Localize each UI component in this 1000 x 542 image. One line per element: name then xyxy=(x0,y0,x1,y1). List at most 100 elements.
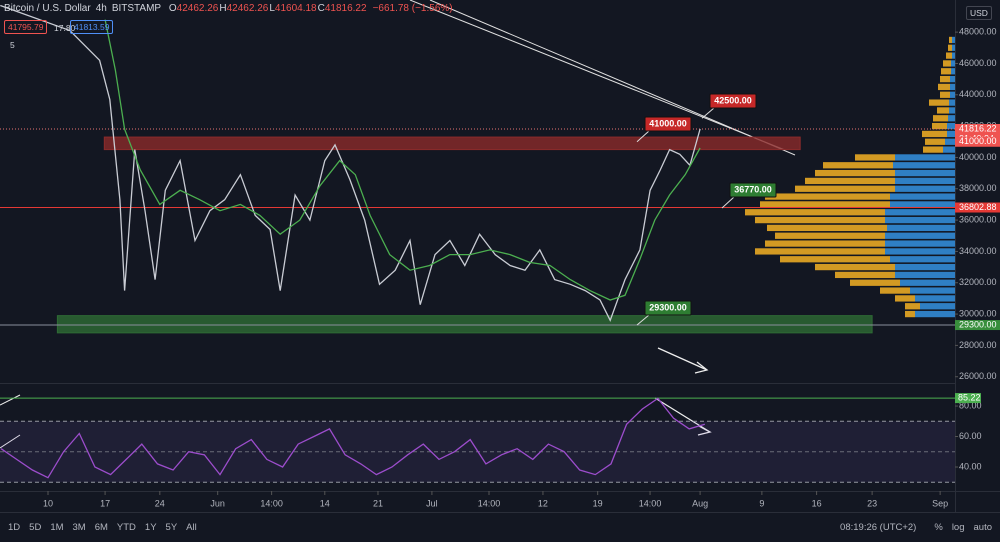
price-tag-label: 29300.00 xyxy=(959,319,997,329)
profile-down xyxy=(755,248,885,255)
profile-down xyxy=(925,138,945,145)
range-button[interactable]: All xyxy=(186,522,197,533)
profile-down xyxy=(775,232,885,239)
range-button[interactable]: 3M xyxy=(72,522,86,533)
x-tick-label: 23 xyxy=(867,498,877,508)
profile-down xyxy=(765,240,885,247)
profile-up xyxy=(945,138,955,145)
profile-up xyxy=(900,279,955,286)
profile-up xyxy=(895,271,955,279)
spread: 17.80 xyxy=(54,23,76,33)
profile-down xyxy=(948,44,952,51)
y-tick-label: 44000.00 xyxy=(959,89,997,99)
x-tick-label: 24 xyxy=(155,498,165,508)
profile-down xyxy=(940,75,950,83)
callout-box xyxy=(644,116,692,132)
profile-down xyxy=(923,146,943,153)
range-button[interactable]: 6M xyxy=(94,522,108,533)
profile-down xyxy=(760,201,890,208)
range-button[interactable]: 1Y xyxy=(144,522,157,533)
y-tick-label: 32000.00 xyxy=(959,277,997,287)
scale-option[interactable]: % xyxy=(934,522,943,533)
range-button[interactable]: 1D xyxy=(8,522,21,533)
profile-up xyxy=(910,287,955,294)
profile-up xyxy=(952,44,955,51)
symbol: Bitcoin / U.S. Dollar xyxy=(4,3,91,14)
series-line xyxy=(0,4,701,322)
x-tick-label: Aug xyxy=(692,498,708,508)
profile-down xyxy=(946,52,952,59)
profile-down xyxy=(895,295,915,302)
price-tag xyxy=(955,320,1000,331)
profile-down xyxy=(765,193,890,200)
clock: 08:19:26 (UTC+2) xyxy=(840,522,917,533)
range-bar: 1D 5D 1M 3M 6M YTD 1Y 5Y All xyxy=(8,522,206,533)
ohlc-key: O xyxy=(168,3,177,14)
y-tick-label: 80.00 xyxy=(959,400,982,410)
ohlc-value: 41604.18 xyxy=(274,3,317,14)
ohlc-value: 41816.22 xyxy=(324,3,367,14)
range-button[interactable]: YTD xyxy=(116,522,136,533)
series-line xyxy=(0,397,705,479)
y-tick-label: 46000.00 xyxy=(959,58,997,68)
y-tick-label: 28000.00 xyxy=(959,340,997,350)
callout-pointer xyxy=(701,107,715,119)
y-tick-label: 48000.00 xyxy=(959,26,997,36)
ohlc-key: H xyxy=(219,3,227,14)
ohlc-key: L xyxy=(269,3,275,14)
range-button[interactable]: 5Y xyxy=(165,522,178,533)
profile-up xyxy=(948,115,955,122)
x-tick-label: 14 xyxy=(320,498,330,508)
profile-up xyxy=(895,263,955,271)
callout-pointer xyxy=(721,196,735,209)
scale-options: % log auto xyxy=(925,522,992,533)
profile-up xyxy=(950,75,955,83)
profile-down xyxy=(850,279,900,286)
ohlc-value: 42462.26 xyxy=(176,3,219,14)
callout-label: 42500.00 xyxy=(714,95,752,105)
zone xyxy=(56,315,873,334)
profile-up xyxy=(915,310,955,318)
range-button[interactable]: 5D xyxy=(29,522,42,533)
profile-up xyxy=(952,36,955,44)
y-tick-label: 36000.00 xyxy=(959,214,997,224)
arrow xyxy=(657,347,709,374)
callout-box xyxy=(729,182,777,198)
x-tick-label: Jun xyxy=(210,498,225,508)
profile-up xyxy=(890,201,955,208)
bid[interactable]: 41795.79 xyxy=(4,20,48,34)
profile-up xyxy=(895,177,955,185)
zone xyxy=(103,136,801,151)
profile-up xyxy=(951,60,955,67)
profile-up xyxy=(890,256,955,263)
price-tag-label: 41816.22 xyxy=(959,123,997,133)
indicator-count[interactable]: 5 xyxy=(10,40,15,50)
range-button[interactable]: 1M xyxy=(50,522,64,533)
scale-option[interactable]: log xyxy=(951,522,965,533)
x-tick-label: 19 xyxy=(593,498,603,508)
rsi-tag xyxy=(955,393,981,404)
profile-up xyxy=(885,248,955,255)
profile-up xyxy=(887,224,955,232)
profile-up xyxy=(949,107,955,114)
profile-down xyxy=(755,216,885,224)
x-tick-label: 16 xyxy=(812,498,822,508)
x-tick-label: 14:00 xyxy=(639,498,662,508)
profile-up xyxy=(885,232,955,239)
rsi-tag-label: 85.22 xyxy=(958,392,981,402)
scale-option[interactable]: auto xyxy=(973,522,993,533)
profile-down xyxy=(780,256,890,263)
profile-up xyxy=(895,185,955,192)
profile-down xyxy=(805,177,895,185)
series-line xyxy=(104,19,701,301)
profile-down xyxy=(767,224,887,232)
ask[interactable]: 41813.59 xyxy=(70,20,114,34)
arrow xyxy=(654,397,712,436)
profile-up xyxy=(947,130,955,138)
y-tick-label: 60.00 xyxy=(959,431,982,441)
ohlc: O42462.26H42462.26L41604.18C41816.22 xyxy=(169,3,368,14)
x-tick-label: 12 xyxy=(538,498,548,508)
currency[interactable]: USD xyxy=(966,6,992,20)
trend-line xyxy=(409,0,786,151)
